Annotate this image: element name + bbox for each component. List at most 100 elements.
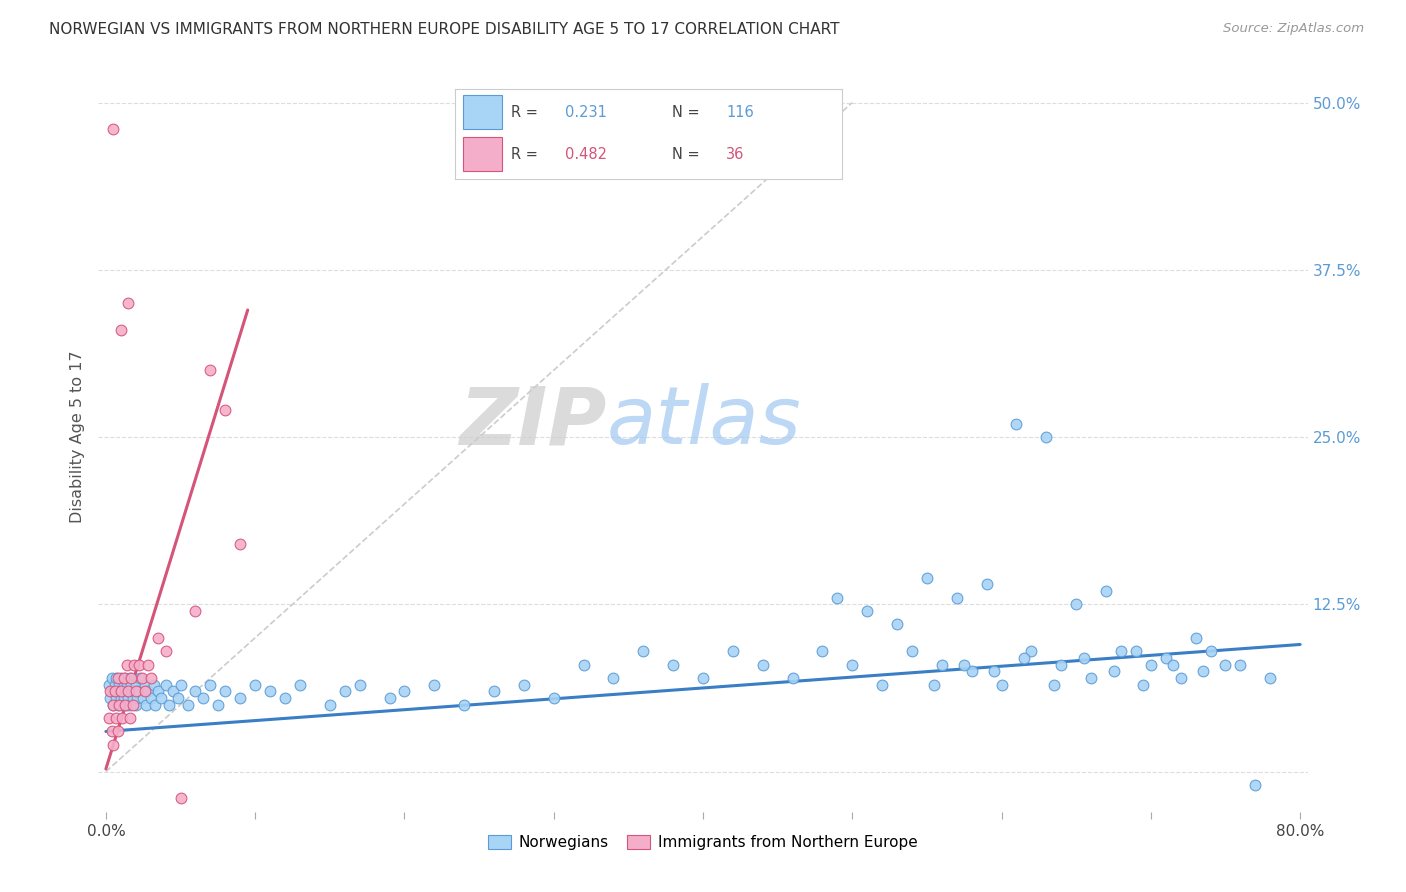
Point [1050, 657, 1073, 672]
Point [98, 690, 121, 705]
Point [229, 537, 252, 551]
Point [482, 684, 505, 698]
Point [120, 671, 142, 685]
Point [142, 678, 165, 692]
Point [112, 690, 135, 705]
Point [572, 657, 595, 672]
Point [1132, 678, 1154, 692]
Point [274, 690, 297, 705]
Point [1170, 671, 1192, 685]
Point [1073, 651, 1095, 665]
Point [349, 678, 371, 692]
Point [662, 657, 685, 672]
Point [990, 678, 1012, 692]
Point [184, 604, 207, 618]
Point [114, 698, 136, 712]
Point [103, 698, 125, 712]
Point [319, 698, 342, 712]
Point [118, 698, 141, 712]
Point [132, 690, 155, 705]
Point [117, 296, 139, 310]
Point [960, 664, 983, 679]
Point [118, 711, 141, 725]
Point [1035, 430, 1057, 444]
Point [97, 711, 120, 725]
Point [104, 684, 127, 698]
Point [945, 591, 967, 605]
Point [811, 644, 834, 658]
Point [146, 684, 169, 698]
Point [184, 684, 207, 698]
Point [139, 690, 162, 705]
Point [633, 644, 655, 658]
Point [453, 698, 475, 712]
Point [901, 644, 924, 658]
Point [103, 698, 125, 712]
Point [107, 724, 129, 739]
Point [177, 698, 200, 712]
Point [157, 698, 180, 712]
Point [200, 678, 222, 692]
Point [114, 684, 136, 698]
Point [1109, 644, 1132, 658]
Point [112, 678, 135, 692]
Point [97, 678, 120, 692]
Point [115, 678, 138, 692]
Point [915, 571, 938, 585]
Point [886, 617, 908, 632]
Point [191, 690, 214, 705]
Point [394, 684, 416, 698]
Point [200, 363, 222, 377]
Point [110, 323, 132, 337]
Point [1095, 583, 1118, 598]
Point [1080, 671, 1102, 685]
Point [953, 657, 976, 672]
Point [259, 684, 281, 698]
Point [125, 678, 148, 692]
Point [169, 678, 191, 692]
Point [103, 122, 125, 136]
Point [1064, 598, 1087, 612]
Point [1258, 671, 1281, 685]
Point [1102, 664, 1125, 679]
Point [127, 690, 149, 705]
Point [134, 678, 156, 692]
Point [128, 684, 150, 698]
Point [103, 684, 125, 698]
Point [976, 577, 998, 591]
Point [135, 698, 157, 712]
Point [111, 711, 134, 725]
Point [115, 698, 138, 712]
Point [1244, 778, 1267, 792]
Point [107, 698, 129, 712]
Point [378, 690, 401, 705]
Point [114, 671, 136, 685]
Point [169, 791, 191, 805]
Point [117, 684, 139, 698]
Point [692, 671, 714, 685]
Point [423, 678, 446, 692]
Point [207, 698, 229, 712]
Point [155, 644, 177, 658]
Point [150, 690, 173, 705]
Point [155, 678, 177, 692]
Point [166, 690, 188, 705]
Legend: Norwegians, Immigrants from Northern Europe: Norwegians, Immigrants from Northern Eur… [482, 830, 924, 856]
Point [333, 684, 356, 698]
Point [105, 690, 128, 705]
Point [134, 684, 156, 698]
Point [841, 657, 863, 672]
Point [513, 678, 536, 692]
Point [131, 671, 153, 685]
Point [827, 591, 849, 605]
Point [110, 684, 132, 698]
Point [782, 671, 804, 685]
Point [118, 671, 141, 685]
Point [112, 671, 135, 685]
Point [856, 604, 879, 618]
Point [111, 698, 134, 712]
Point [108, 678, 131, 692]
Point [139, 671, 162, 685]
Text: NORWEGIAN VS IMMIGRANTS FROM NORTHERN EUROPE DISABILITY AGE 5 TO 17 CORRELATION : NORWEGIAN VS IMMIGRANTS FROM NORTHERN EU… [49, 22, 839, 37]
Point [128, 657, 150, 672]
